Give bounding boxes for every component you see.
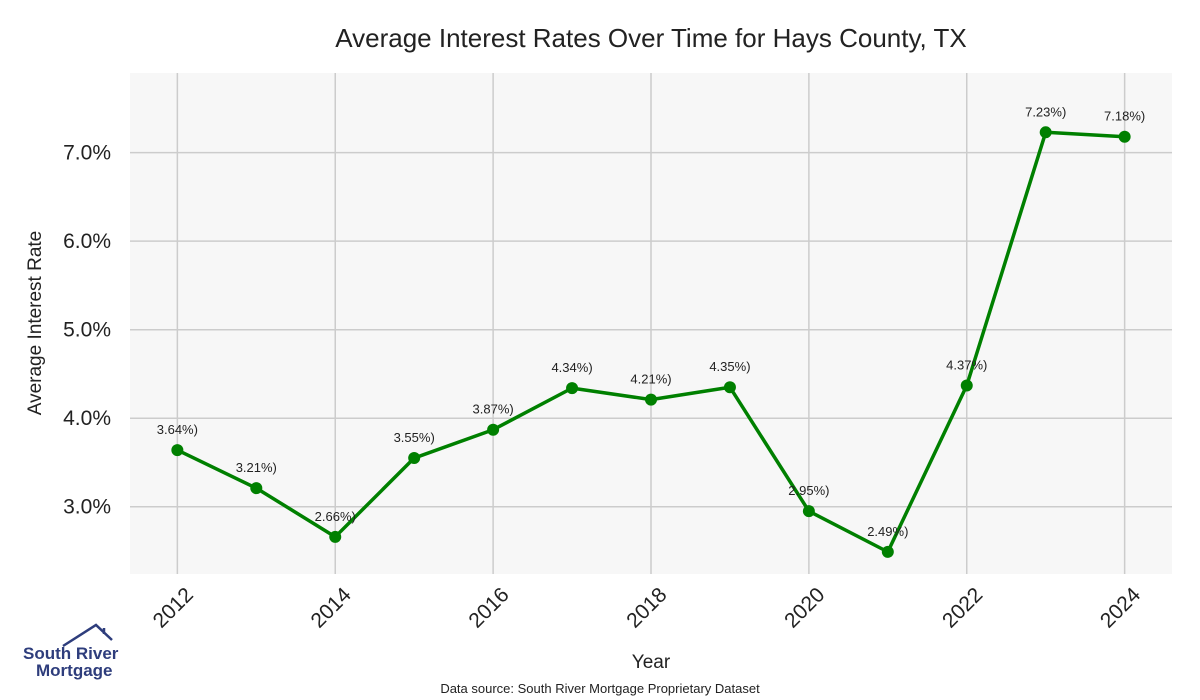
data-point [1118,130,1131,143]
x-tick-label: 2024 [1096,583,1146,633]
y-tick-label: 6.0% [63,230,111,253]
data-label: 2.49%) [867,524,908,539]
y-tick-label: 5.0% [63,319,111,342]
data-point [408,452,421,465]
data-label: 3.87%) [473,402,514,417]
grid [130,73,1172,574]
x-tick-label: 2018 [622,583,671,632]
source-note: Data source: South River Mortgage Propri… [440,681,760,696]
data-point [881,545,894,558]
logo-line-1: South River [23,644,119,663]
data-label: 4.35%) [709,359,750,374]
data-point [960,379,973,392]
y-tick-label: 4.0% [63,407,111,430]
data-point [487,423,500,436]
data-point [171,444,184,457]
logo: South River Mortgage [23,623,119,680]
x-tick-label: 2014 [306,583,356,633]
data-point [1039,126,1052,139]
house-roof-icon [62,623,113,648]
series-line-group [171,126,1131,558]
data-label: 3.55%) [394,430,435,445]
y-tick-label: 7.0% [63,142,111,165]
logo-line-2: Mortgage [36,661,113,680]
data-label: 3.21%) [236,460,277,475]
data-label: 7.23%) [1025,104,1066,119]
x-tick-label: 2012 [149,583,198,632]
data-point [250,482,263,495]
data-label: 4.37%) [946,357,987,372]
data-point [723,381,736,394]
data-label: 7.18%) [1104,109,1145,124]
x-tick-label: 2016 [464,583,513,632]
data-label: 4.34%) [551,360,592,375]
data-label: 2.95%) [788,483,829,498]
y-axis-label: Average Interest Rate [25,231,46,415]
x-tick-label: 2022 [938,583,987,632]
data-label: 2.66%) [315,509,356,524]
data-point [802,505,815,518]
data-label: 4.21%) [630,372,671,387]
data-point [329,530,342,543]
data-point [645,393,657,406]
x-axis-ticks: 2012 2014 2016 2018 2020 2022 2024 [149,583,1146,633]
y-axis-ticks: 3.0% 4.0% 5.0% 6.0% 7.0% [63,142,111,519]
data-labels: 3.64%) 3.21%) 2.66%) 3.55%) 3.87%) 4.34%) 4.21… [157,104,1145,539]
x-tick-label: 2020 [780,583,829,632]
x-axis-label: Year [632,652,671,673]
chart-title: Average Interest Rates Over Time for Hay… [335,23,966,53]
data-point [566,382,579,395]
y-tick-label: 3.0% [63,496,111,519]
data-label: 3.64%) [157,422,198,437]
